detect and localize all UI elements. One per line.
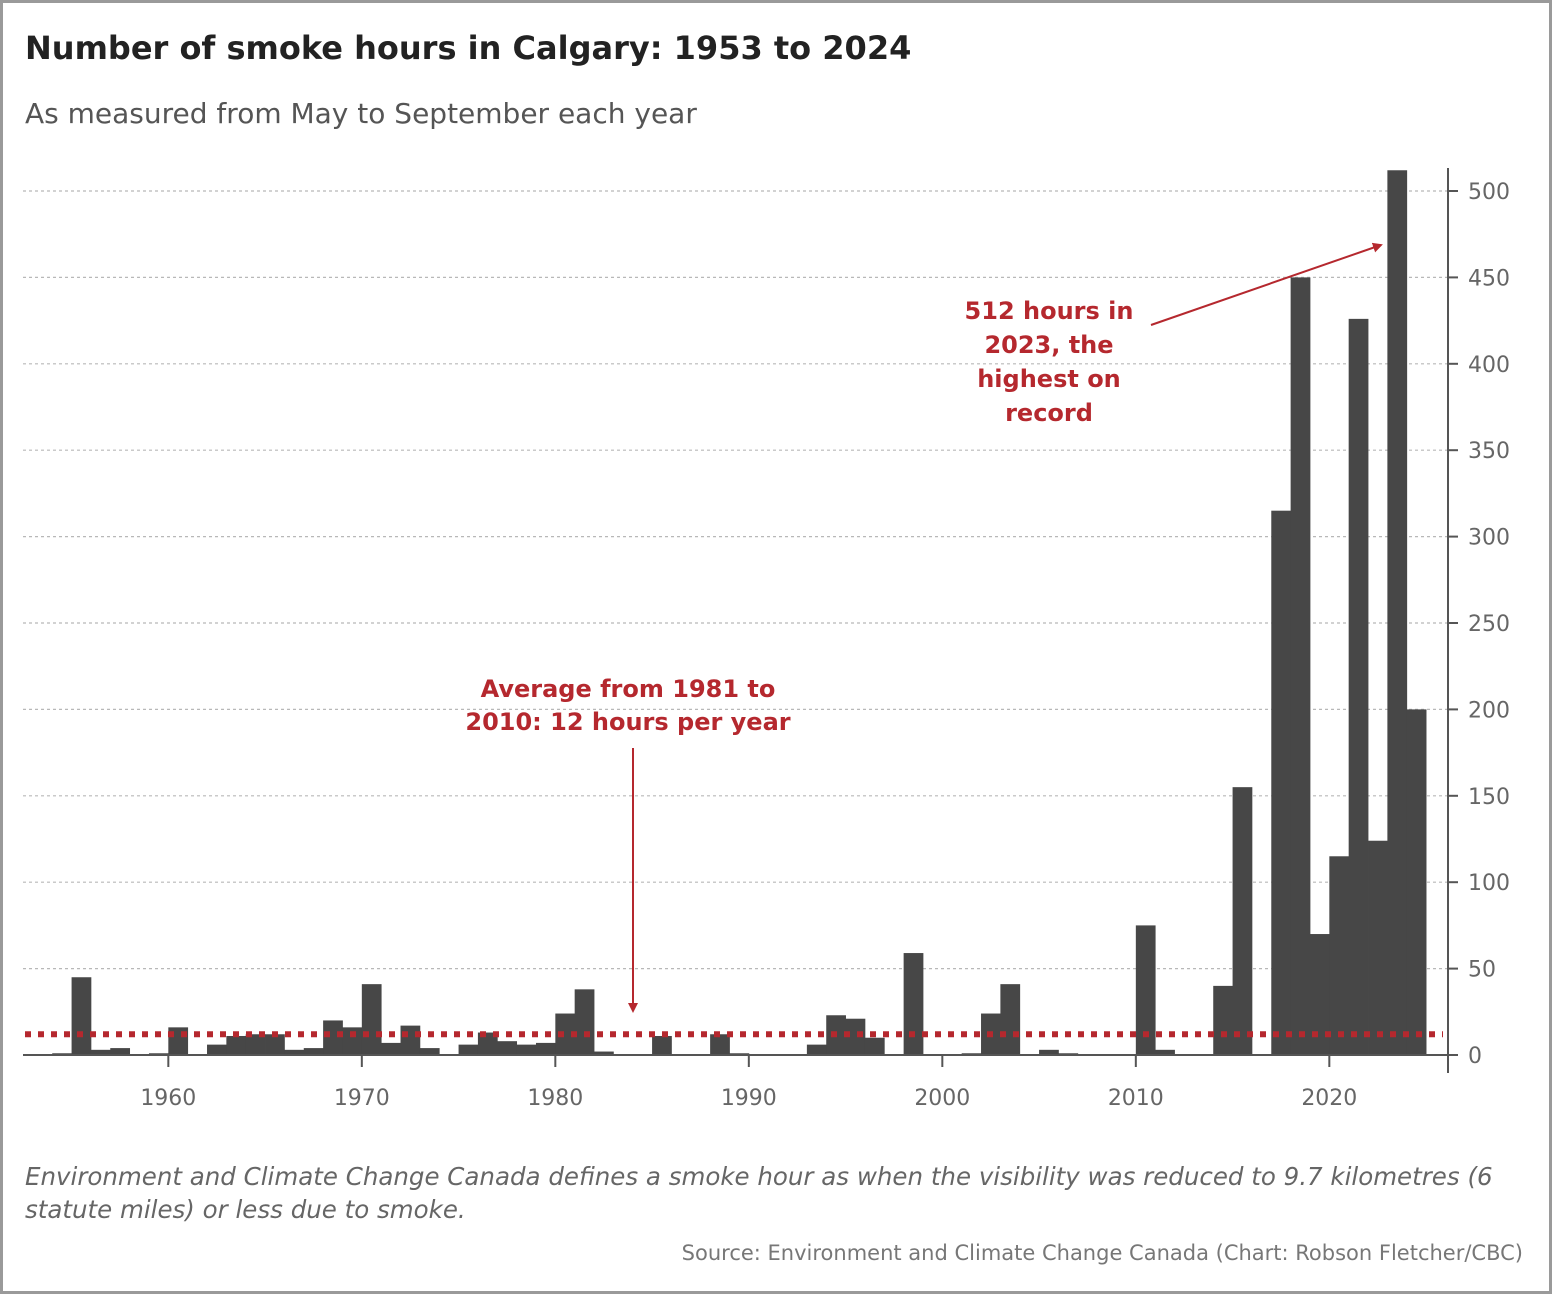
bar-1982: [594, 1051, 614, 1055]
bar-1955: [71, 977, 92, 1055]
bar-1978: [516, 1044, 537, 1055]
bar-2023: [1387, 170, 1408, 1055]
x-tick-label: 2020: [1301, 1086, 1357, 1111]
bar-2020: [1329, 856, 1350, 1055]
axes: 0 50 100 150 200 250 300 350 400 450 500 1960 1970 19…: [23, 168, 1510, 1111]
bar-2015: [1232, 787, 1253, 1055]
bar-2019: [1309, 934, 1330, 1055]
bar-1972: [400, 1025, 421, 1055]
record-annotation-line: 2023, the: [984, 331, 1113, 359]
bar-1979: [535, 1042, 556, 1055]
bar-1996: [864, 1037, 885, 1055]
chart-title: Number of smoke hours in Calgary: 1953 t…: [25, 29, 912, 67]
x-tick-label: 2000: [914, 1086, 970, 1111]
bar-2021: [1348, 318, 1369, 1055]
bar-2003: [1000, 984, 1021, 1055]
x-tick-label: 1960: [140, 1086, 196, 1111]
x-tick-label: 1970: [334, 1086, 390, 1111]
bars: [52, 170, 1427, 1055]
record-annotation-line: 512 hours in: [965, 297, 1134, 325]
bar-1968: [323, 1020, 343, 1055]
y-tick-label: 50: [1468, 958, 1496, 983]
bar-1966: [284, 1049, 305, 1055]
bar-1988: [710, 1034, 730, 1055]
x-tick-label: 1990: [721, 1086, 777, 1111]
bar-1973: [419, 1048, 440, 1055]
y-tick-label: 450: [1468, 266, 1510, 291]
bar-1993: [806, 1044, 827, 1055]
y-tick-label: 150: [1468, 785, 1510, 810]
y-tick-label: 400: [1468, 353, 1510, 378]
bar-2018: [1290, 277, 1311, 1055]
y-tick-label: 300: [1468, 526, 1510, 551]
bar-2005: [1039, 1049, 1059, 1055]
bar-1962: [207, 1044, 227, 1055]
bar-chart: 0 50 100 150 200 250 300 350 400 450 500 1960 1970 19…: [23, 168, 1510, 1111]
chart-subtitle: As measured from May to September each y…: [25, 97, 697, 130]
bar-1963: [226, 1035, 247, 1055]
bar-1971: [381, 1042, 401, 1055]
bar-2011: [1155, 1049, 1175, 1055]
average-annotation-line: Average from 1981 to: [481, 675, 776, 703]
bar-1964: [245, 1034, 266, 1055]
bar-1995: [845, 1018, 866, 1055]
average-annotation-line: 2010: 12 hours per year: [465, 708, 790, 736]
bar-1976: [477, 1032, 498, 1055]
source-credit: Source: Environment and Climate Change C…: [681, 1241, 1523, 1265]
y-tick-label: 100: [1468, 871, 1510, 896]
y-tick-label: 200: [1468, 698, 1510, 723]
footnote: Environment and Climate Change Canada de…: [25, 1162, 1493, 1224]
record-arrow: [1150, 242, 1383, 326]
bar-1985: [652, 1035, 672, 1055]
x-tick-label: 2010: [1108, 1086, 1164, 1111]
bar-2017: [1271, 510, 1292, 1055]
bar-1967: [303, 1048, 324, 1055]
bar-1977: [497, 1041, 518, 1055]
bar-2024: [1406, 709, 1427, 1055]
bar-1975: [458, 1044, 479, 1055]
y-tick-label: 500: [1468, 180, 1510, 205]
annotations: 512 hours in 2023, the highest on record Ave…: [25, 242, 1443, 1038]
y-tick-label: 250: [1468, 612, 1510, 637]
y-tick-label: 0: [1468, 1044, 1482, 1069]
bar-1957: [110, 1048, 131, 1055]
bar-2022: [1368, 840, 1388, 1055]
bar-1969: [342, 1027, 363, 1055]
bar-1981: [574, 989, 595, 1055]
bar-2014: [1213, 985, 1233, 1055]
bar-1970: [361, 984, 382, 1055]
record-annotation-line: highest on: [977, 365, 1121, 393]
bar-1956: [90, 1049, 111, 1055]
bar-1965: [265, 1034, 285, 1055]
x-tick-label: 1980: [527, 1086, 583, 1111]
record-annotation-line: record: [1005, 399, 1093, 427]
bar-1980: [555, 1013, 576, 1055]
bar-1998: [903, 953, 924, 1055]
bar-2010: [1135, 925, 1156, 1055]
y-tick-label: 350: [1468, 439, 1510, 464]
